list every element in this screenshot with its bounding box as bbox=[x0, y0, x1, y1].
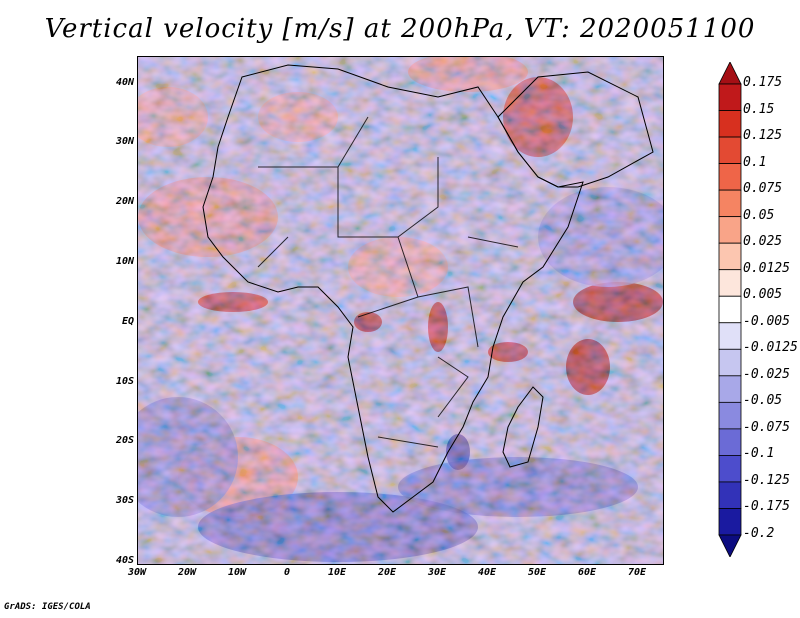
lon-tick-label: 20W bbox=[177, 567, 197, 578]
colorbar-swatch bbox=[718, 216, 742, 244]
colorbar-swatch bbox=[718, 110, 742, 138]
colorbar-swatch bbox=[718, 295, 742, 324]
lat-tick-label: 40S bbox=[115, 555, 134, 566]
colorbar-swatch bbox=[718, 348, 742, 377]
colorbar-label: -0.025 bbox=[743, 366, 790, 382]
colorbar-swatch bbox=[718, 455, 742, 483]
lon-tick-label: 50E bbox=[527, 567, 547, 578]
lon-tick-label: 40E bbox=[477, 567, 497, 578]
lat-tick-label: 30S bbox=[115, 495, 134, 506]
colorbar-swatch bbox=[718, 83, 742, 111]
colorbar-label: 0.05 bbox=[743, 207, 775, 223]
colorbar-label: 0.005 bbox=[743, 287, 783, 303]
colorbar-swatch bbox=[718, 375, 742, 403]
colorbar-swatch bbox=[718, 401, 742, 430]
colorbar-label: -0.05 bbox=[743, 393, 783, 409]
colorbar-label: 0.0125 bbox=[743, 260, 790, 276]
lat-tick-label: 10S bbox=[115, 376, 134, 387]
vertical-velocity-map bbox=[138, 57, 663, 564]
colorbar-label: -0.2 bbox=[743, 526, 775, 541]
lat-tick-label: 20S bbox=[115, 435, 134, 446]
colorbar-label: -0.0125 bbox=[743, 340, 798, 356]
colorbar-label: 0.125 bbox=[743, 128, 783, 144]
lon-tick-label: 30E bbox=[427, 567, 447, 578]
colorbar-label: -0.125 bbox=[743, 472, 790, 488]
colorbar-swatch bbox=[718, 136, 742, 164]
colorbar-label: 0.15 bbox=[743, 101, 775, 117]
arabia-coastline bbox=[497, 71, 654, 188]
colorbar-swatch bbox=[718, 508, 742, 536]
colorbar-label: -0.075 bbox=[743, 419, 790, 435]
lon-tick-label: 70E bbox=[627, 567, 647, 578]
colorbar-label: -0.005 bbox=[743, 313, 790, 329]
colorbar-swatch bbox=[718, 481, 742, 509]
colorbar-label: -0.1 bbox=[743, 446, 775, 462]
map-plot-area bbox=[137, 56, 664, 565]
lon-tick-label: 30W bbox=[127, 567, 147, 578]
colorbar-swatch bbox=[718, 534, 742, 557]
lon-tick-label: 20E bbox=[377, 567, 397, 578]
coastlines bbox=[202, 64, 654, 513]
colorbar-swatch bbox=[718, 163, 742, 191]
colorbar bbox=[718, 62, 742, 557]
footer-credit: GrADS: IGES/COLA bbox=[4, 602, 91, 612]
colorbar-label: 0.075 bbox=[743, 181, 783, 197]
lat-tick-label: EQ bbox=[121, 316, 134, 327]
colorbar-label: 0.1 bbox=[743, 154, 767, 170]
lat-tick-label: 10N bbox=[115, 256, 134, 267]
internal-borders bbox=[257, 116, 519, 448]
colorbar-label: 0.175 bbox=[743, 75, 783, 90]
field-texture bbox=[138, 57, 663, 564]
lat-tick-label: 20N bbox=[115, 196, 134, 207]
map-title: Vertical velocity [m/s] at 200hPa, VT: 2… bbox=[44, 14, 756, 44]
colorbar-swatch bbox=[718, 242, 742, 271]
lat-tick-label: 30N bbox=[115, 136, 134, 147]
lat-tick-label: 40N bbox=[115, 77, 134, 88]
colorbar-swatch bbox=[718, 62, 742, 85]
colorbar-label: 0.025 bbox=[743, 234, 783, 250]
colorbar-swatch bbox=[718, 428, 742, 456]
colorbar-swatch bbox=[718, 189, 742, 218]
lon-tick-label: 10E bbox=[327, 567, 347, 578]
colorbar-swatch bbox=[718, 269, 742, 297]
colorbar-swatch bbox=[718, 322, 742, 350]
colorbar-label: -0.175 bbox=[743, 499, 790, 515]
lon-tick-label: 0 bbox=[283, 567, 291, 578]
lon-tick-label: 10W bbox=[227, 567, 247, 578]
madagascar-coastline bbox=[502, 386, 544, 468]
lon-tick-label: 60E bbox=[577, 567, 597, 578]
